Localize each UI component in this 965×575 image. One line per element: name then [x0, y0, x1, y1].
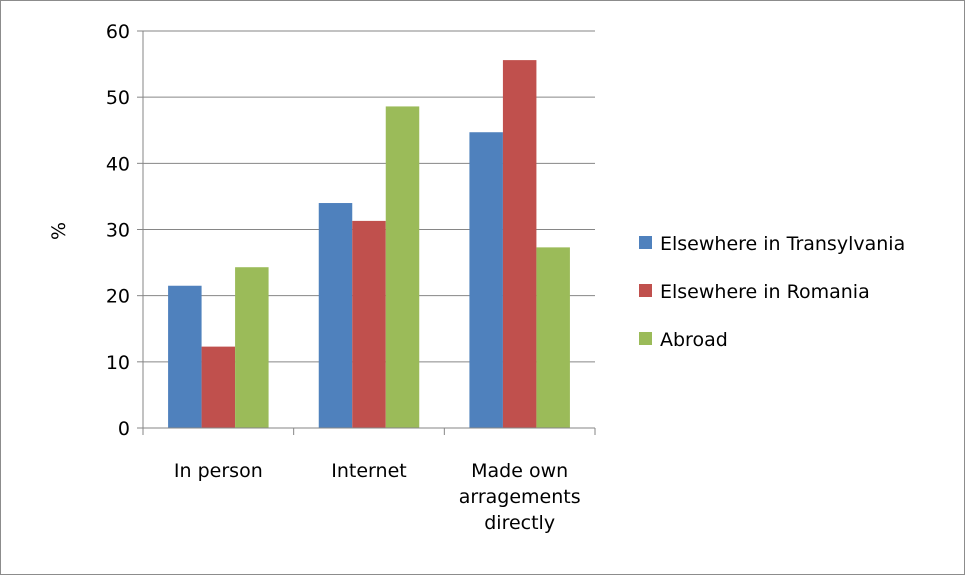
- bar-elsewhere-in-romania: [502, 60, 537, 428]
- legend-label: Abroad: [660, 329, 728, 351]
- y-tick-label: 60: [106, 21, 130, 43]
- bar-abroad: [385, 106, 420, 429]
- bar-elsewhere-in-transylvania: [469, 132, 503, 429]
- bar-elsewhere-in-transylvania: [168, 285, 202, 428]
- y-axis-title: %: [48, 222, 70, 240]
- legend-swatch: [639, 284, 652, 297]
- y-tick-label: 10: [106, 352, 130, 374]
- bar-elsewhere-in-transylvania: [318, 203, 353, 428]
- bar-elsewhere-in-romania: [352, 220, 386, 428]
- y-tick-label: 50: [106, 87, 130, 109]
- legend-swatch: [639, 332, 652, 345]
- y-tick-label: 20: [106, 286, 130, 308]
- category-label: Made own: [471, 460, 568, 482]
- legend-label: Elsewhere in Transylvania: [660, 233, 905, 255]
- category-label: directly: [484, 512, 555, 534]
- category-label: Internet: [331, 460, 406, 482]
- bar-elsewhere-in-romania: [201, 346, 236, 428]
- category-label: arragements: [459, 486, 581, 508]
- category-label: In person: [174, 460, 263, 482]
- y-tick-label: 40: [106, 153, 130, 175]
- y-tick-label: 30: [106, 220, 130, 242]
- bar-abroad: [536, 247, 570, 428]
- legend-label: Elsewhere in Romania: [660, 281, 870, 303]
- bar-abroad: [235, 267, 269, 428]
- legend-swatch: [639, 236, 652, 249]
- y-tick-label: 0: [118, 418, 130, 440]
